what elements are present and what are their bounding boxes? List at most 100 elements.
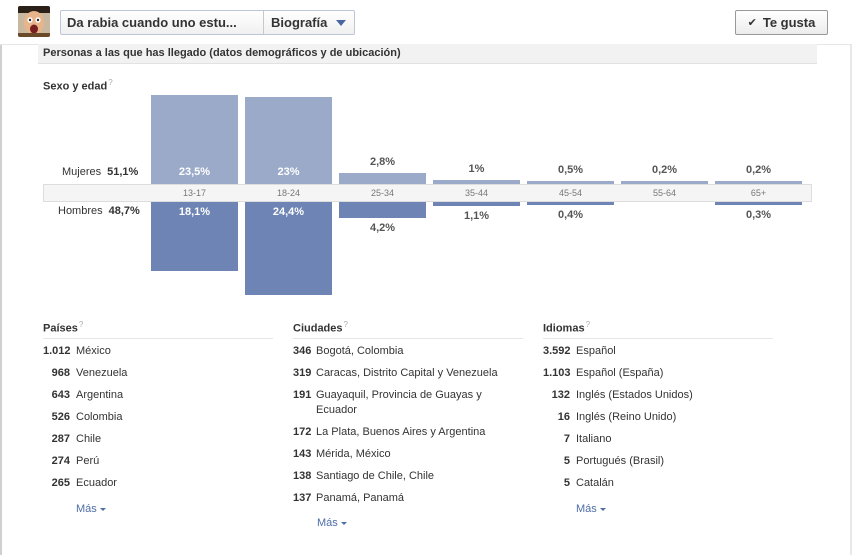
men-row-label: Hombres 48,7% (58, 205, 140, 217)
countries-list: 1.012 México 968 Venezuela 643 Argentina 526 Co… (43, 344, 273, 498)
help-icon[interactable]: ? (108, 78, 113, 87)
women-bar-value: 0,5% (557, 164, 584, 176)
section-label: Biografía (271, 15, 328, 30)
checkmark-icon: ✔ (747, 17, 757, 29)
cities-title: Ciudades (293, 322, 343, 335)
list-item: 643 Argentina (43, 388, 273, 403)
women-bar-value: 23,5% (178, 166, 211, 178)
list-item: 5 Catalán (543, 476, 773, 491)
list-item: 265 Ecuador (43, 476, 273, 491)
list-item-count: 172 (293, 426, 312, 438)
frame-left-edge (0, 0, 2, 555)
list-item-count: 143 (293, 448, 312, 460)
section-dropdown[interactable]: Biografía (264, 11, 354, 34)
more-label: Más (576, 503, 597, 515)
age-group-label: 18-24 (276, 188, 301, 198)
list-item-count: 287 (51, 433, 70, 445)
page-avatar[interactable] (18, 6, 50, 37)
page-selector[interactable]: Da rabia cuando uno estu... Biografía (60, 10, 355, 35)
men-label: Hombres (58, 205, 103, 217)
cities-more-link[interactable]: Más (317, 517, 347, 529)
list-item-name: Inglés (Reino Unido) (576, 411, 677, 423)
women-bar-value: 0,2% (745, 164, 772, 176)
gender-age-heading: Sexo y edad? (43, 78, 113, 93)
women-bar-value: 0,2% (651, 164, 678, 176)
languages-more-link[interactable]: Más (576, 503, 606, 515)
like-button[interactable]: ✔ Te gusta (735, 10, 828, 35)
men-bar-value: 0,3% (745, 209, 772, 221)
list-item-count: 7 (563, 433, 570, 445)
countries-more-link[interactable]: Más (76, 503, 106, 515)
avatar-image (18, 6, 50, 37)
list-item-count: 526 (51, 411, 70, 423)
list-item: 3.592 Español (543, 344, 773, 359)
list-item-name: Bogotá, Colombia (316, 345, 404, 357)
help-icon[interactable]: ? (585, 320, 591, 329)
countries-title: Países (43, 322, 78, 335)
list-item-count: 132 (551, 389, 570, 401)
list-item-name: Caracas, Distrito Capital y Venezuela (316, 367, 498, 379)
age-group-label: 35-44 (464, 188, 489, 198)
list-item: 346 Bogotá, Colombia (293, 344, 523, 359)
women-bar-value: 2,8% (369, 156, 396, 169)
list-item-name: México (76, 345, 111, 357)
caret-down-icon (599, 507, 606, 511)
list-item-name: Italiano (576, 433, 612, 445)
list-item: 1.012 México (43, 344, 273, 359)
women-bar (433, 180, 520, 184)
list-item: 143 Mérida, México (293, 447, 523, 462)
list-item-count: 265 (51, 477, 70, 489)
help-icon[interactable]: ? (78, 320, 84, 329)
women-bar (339, 173, 426, 184)
list-item-count: 319 (293, 367, 312, 379)
gender-age-title: Sexo y edad (43, 80, 108, 93)
list-item-count: 643 (51, 389, 70, 401)
list-item: 16 Inglés (Reino Unido) (543, 410, 773, 425)
men-bar (433, 202, 520, 207)
languages-divider (543, 338, 773, 339)
list-item-name: Inglés (Estados Unidos) (576, 389, 693, 401)
list-item-name: Chile (76, 433, 102, 445)
list-item-count: 5 (563, 455, 570, 467)
age-axis-strip (43, 184, 812, 202)
men-bar-value: 24,4% (272, 206, 305, 218)
list-item-name: Guayaquil, Provincia de Guayas y Ecuador (316, 389, 482, 416)
list-item-name: Portugués (Brasil) (576, 455, 665, 467)
list-item-name: Ecuador (76, 477, 117, 489)
list-item: 137 Panamá, Panamá (293, 491, 523, 506)
age-group-label: 55-64 (652, 188, 677, 198)
languages-heading: Idiomas? (543, 320, 590, 335)
caret-down-icon (340, 521, 347, 525)
list-item-count: 16 (557, 411, 570, 423)
list-item: 287 Chile (43, 432, 273, 447)
list-item-count: 138 (293, 470, 312, 482)
list-item-name: Español (España) (576, 367, 664, 379)
age-group-label: 25-34 (370, 188, 395, 198)
list-item-count: 968 (51, 367, 70, 379)
help-icon[interactable]: ? (343, 320, 348, 329)
women-bar (151, 94, 238, 184)
list-item: 132 Inglés (Estados Unidos) (543, 388, 773, 403)
list-item-count: 346 (293, 345, 312, 357)
list-item-count: 274 (51, 455, 70, 467)
list-item: 319 Caracas, Distrito Capital y Venezuela (293, 366, 523, 381)
list-item-count: 137 (293, 492, 312, 504)
list-item: 1.103 Español (España) (543, 366, 773, 381)
women-bar (245, 96, 332, 184)
demographics-section-title: Personas a las que has llegado (datos de… (38, 44, 817, 64)
countries-heading: Países? (43, 320, 83, 335)
chevron-down-icon (336, 19, 347, 26)
languages-list: 3.592 Español 1.103 Español (España) 132 Ingl… (543, 344, 773, 498)
list-item-count: 1.012 (43, 345, 71, 357)
caret-down-icon (99, 507, 106, 511)
men-bar-value: 1,1% (463, 210, 490, 223)
list-item-name: Argentina (76, 389, 124, 401)
list-item: 5 Portugués (Brasil) (543, 454, 773, 469)
men-bar-value: 18,1% (178, 206, 211, 218)
cities-divider (293, 338, 523, 339)
age-group-label: 65+ (750, 188, 767, 198)
list-item-name: Catalán (576, 477, 614, 489)
more-label: Más (76, 503, 97, 515)
age-group-label: 45-54 (558, 188, 583, 198)
list-item: 274 Perú (43, 454, 273, 469)
